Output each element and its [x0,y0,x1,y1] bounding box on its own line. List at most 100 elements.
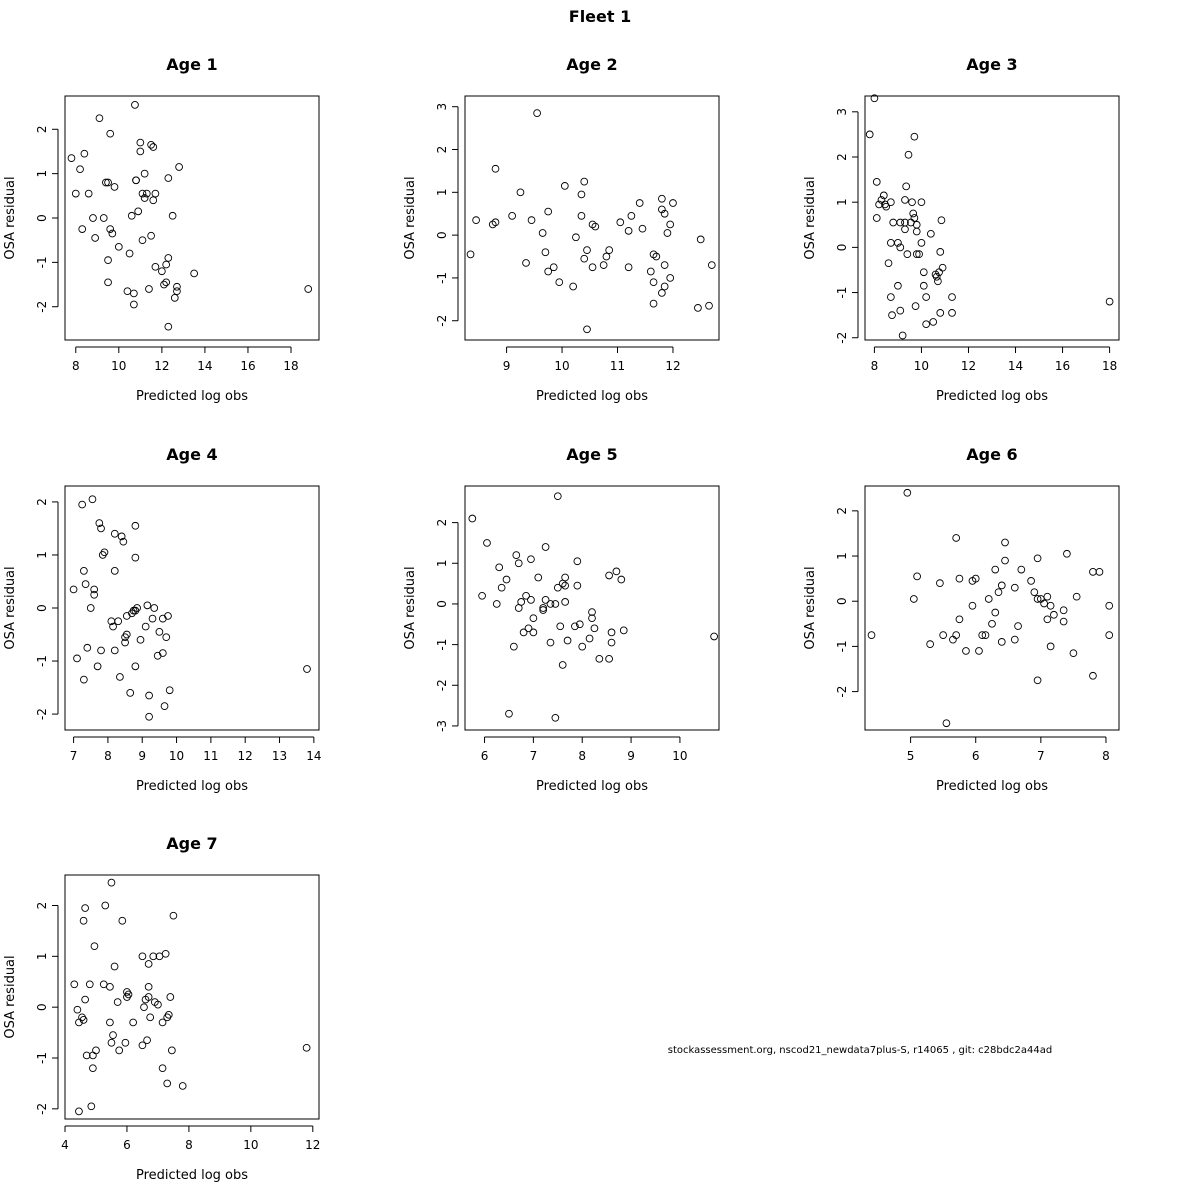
data-point [168,1046,176,1055]
data-point [607,628,616,637]
data-point [660,282,669,291]
data-point [97,646,105,655]
plot-frame [64,874,320,1120]
data-point [136,138,145,147]
data-point [585,634,594,643]
data-point [149,952,158,961]
data-point [997,638,1006,646]
data-point [981,631,990,639]
x-tick-label: 8 [104,749,112,763]
panel-title: Age 5 [566,445,617,464]
y-tick-label: -1 [35,256,49,268]
y-tick-label: -2 [35,1103,49,1115]
data-point [108,229,117,238]
data-point [534,573,543,582]
scatter-panel: Age 5 6 7 8 9 10 -3 -2 -1 0 1 2 Predicted log obs OSA… [403,445,720,794]
x-tick-label: 7 [70,749,78,763]
y-tick-label: -3 [435,720,449,732]
data-point [994,588,1003,597]
data-point [652,252,661,261]
data-point [149,196,158,205]
data-point [509,642,518,651]
data-point [144,960,153,968]
data-point [549,263,558,272]
data-point [909,595,918,603]
data-point [952,534,961,542]
x-tick-label: 10 [111,359,126,373]
x-tick-label: 18 [283,359,298,373]
x-tick-label: 16 [240,359,255,373]
data-point [79,916,88,925]
data-point [162,278,171,287]
data-point [73,654,81,663]
data-point [1033,676,1042,685]
data-point [929,318,938,326]
data-point [304,285,313,293]
data-point [949,635,957,644]
data-point [658,205,666,214]
data-point [955,574,964,583]
data-point [527,216,536,224]
data-point [1050,610,1058,619]
data-point [948,309,956,317]
x-tick-label: 10 [554,359,569,373]
data-point [165,686,174,695]
data-point [519,628,528,637]
x-axis-label: Predicted log obs [536,389,648,404]
data-point [872,178,881,186]
data-point [544,267,553,276]
data-point [865,130,874,139]
data-point [121,1038,130,1047]
data-point [145,285,153,293]
data-point [696,235,705,244]
data-point [551,600,560,608]
y-tick-label: 0 [835,244,849,252]
data-point [898,331,907,340]
data-point [110,962,119,971]
y-tick-label: 0 [835,597,849,605]
data-point [149,143,158,151]
data-point [635,199,644,207]
data-point [106,129,115,138]
data-point [129,1018,137,1027]
data-point [122,630,131,639]
data-point [588,608,596,616]
data-point [538,229,547,237]
x-tick-label: 7 [530,749,538,763]
data-point [134,207,143,216]
y-axis-label: OSA residual [803,566,818,649]
data-point [143,1036,151,1045]
data-point [1105,297,1114,306]
data-point [1010,583,1019,592]
data-point [84,189,93,198]
plot-frame [864,95,1120,341]
data-point [936,309,945,317]
data-point [936,248,945,256]
data-point [144,993,153,1001]
data-point [164,1010,173,1019]
data-point [602,252,611,261]
y-tick-label: -2 [835,332,849,344]
x-tick-label: 8 [185,1138,193,1152]
x-tick-label: 12 [305,1138,320,1152]
data-point [588,263,597,272]
data-point [551,713,560,722]
data-point [575,620,584,629]
data-point [138,952,147,961]
data-point [1095,568,1104,576]
x-tick-label: 10 [672,749,687,763]
data-point [145,712,153,721]
data-point [934,277,942,286]
data-point [472,216,480,224]
data-point [922,320,930,329]
data-point [164,254,173,262]
data-point [919,268,928,277]
data-point [896,306,905,315]
data-point [468,514,477,523]
data-point [544,207,553,216]
data-point [1046,642,1055,651]
data-point [660,261,669,269]
data-point [1001,556,1009,565]
